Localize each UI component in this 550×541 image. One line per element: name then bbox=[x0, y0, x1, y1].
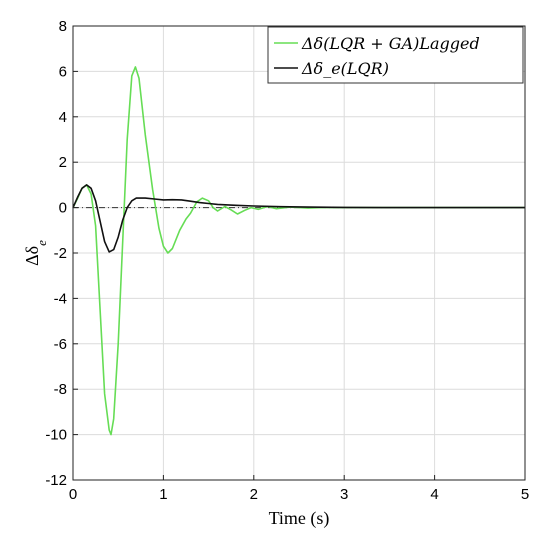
x-tick-label: 0 bbox=[69, 486, 77, 503]
x-axis-label: Time (s) bbox=[269, 508, 330, 529]
legend-label-2: Δδ_e(LQR) bbox=[301, 59, 389, 78]
y-tick-label: -10 bbox=[45, 427, 67, 444]
y-axis-label-subscript: e bbox=[34, 240, 49, 246]
plot-area bbox=[72, 66, 525, 436]
axes: 0 1 2 3 4 5 -12 -10 -8 -6 -4 -2 0 2 4 6 8 bbox=[45, 18, 529, 503]
y-tick-label: 6 bbox=[59, 63, 67, 80]
x-tick-label: 3 bbox=[340, 486, 348, 503]
legend-label-1: Δδ(LQR + GA)Lagged bbox=[301, 34, 480, 53]
y-tick-label: -12 bbox=[45, 472, 67, 489]
legend: Δδ(LQR + GA)Lagged Δδ_e(LQR) bbox=[267, 26, 524, 84]
y-axis-label: Δδe bbox=[22, 240, 49, 266]
plot-frame bbox=[72, 25, 526, 481]
series-line-1 bbox=[72, 66, 525, 436]
series-line-2 bbox=[72, 184, 525, 253]
y-tick-label: 2 bbox=[59, 154, 67, 171]
y-tick-label: -6 bbox=[54, 336, 67, 353]
legend-box bbox=[267, 26, 524, 84]
x-tick-label: 1 bbox=[159, 486, 167, 503]
x-tick-label: 2 bbox=[250, 486, 258, 503]
y-tick-label: 8 bbox=[59, 18, 67, 35]
y-tick-label: 4 bbox=[59, 109, 67, 126]
y-tick-label: -8 bbox=[54, 381, 67, 398]
y-tick-label: -4 bbox=[54, 290, 67, 307]
y-tick-label: 0 bbox=[59, 200, 67, 217]
x-tick-label: 4 bbox=[430, 486, 438, 503]
x-tick-label: 5 bbox=[521, 486, 529, 503]
y-tick-label: -2 bbox=[54, 245, 67, 262]
